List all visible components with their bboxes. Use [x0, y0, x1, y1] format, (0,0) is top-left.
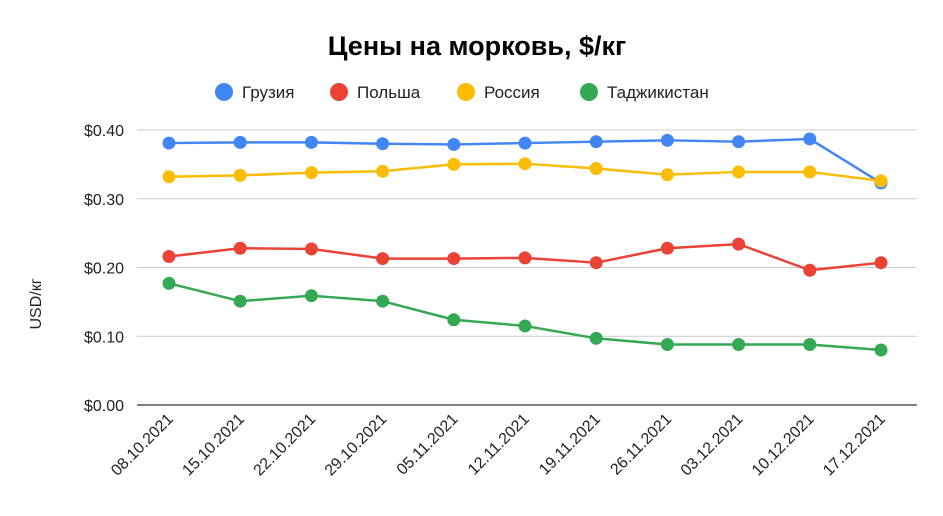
legend-label: Польша	[357, 83, 421, 102]
data-point	[874, 256, 888, 270]
x-tick-label: 29.10.2021	[322, 411, 391, 480]
data-point	[660, 241, 674, 255]
data-point	[732, 135, 746, 149]
data-point	[874, 343, 888, 357]
data-point	[447, 313, 461, 327]
series-line	[168, 282, 882, 352]
y-axis-title: USD/кг	[28, 278, 45, 329]
y-tick-label: $0.00	[84, 398, 124, 415]
x-tick-label: 19.11.2021	[536, 411, 604, 479]
x-tick-label: 15.10.2021	[179, 411, 248, 480]
data-point	[803, 338, 817, 351]
data-point	[233, 294, 247, 308]
legend-item: Россия	[457, 83, 540, 102]
data-point	[874, 174, 888, 188]
data-point	[162, 170, 176, 184]
data-point	[518, 319, 532, 333]
legend: Грузия Польша Россия Таджикистан	[215, 83, 709, 102]
data-point	[732, 165, 746, 179]
y-tick-label: $0.40	[84, 123, 124, 140]
legend-item: Таджикистан	[580, 83, 709, 102]
series-2	[162, 237, 888, 277]
y-tick-label: $0.10	[84, 329, 124, 346]
data-point	[304, 135, 318, 149]
x-tick-label: 17.12.2021	[820, 411, 889, 480]
x-tick-label: 08.10.2021	[108, 411, 177, 480]
data-point	[660, 168, 674, 182]
x-tick-label: 12.11.2021	[465, 411, 533, 479]
x-tick-label: 05.11.2021	[394, 411, 462, 479]
legend-label: Россия	[484, 83, 540, 102]
y-tick-label: $0.30	[84, 192, 124, 209]
chart-title: Цены на морковь, $/кг	[328, 31, 627, 61]
x-tick-label: 22.10.2021	[251, 411, 320, 480]
data-point	[233, 135, 247, 149]
data-point	[589, 256, 603, 270]
x-tick-label: 10.12.2021	[749, 411, 818, 480]
data-point	[304, 166, 318, 180]
legend-item: Грузия	[215, 83, 295, 102]
data-point	[162, 250, 176, 263]
data-point	[162, 136, 176, 150]
data-point	[162, 276, 176, 290]
data-point	[304, 242, 318, 256]
data-point	[376, 294, 390, 308]
data-point	[447, 137, 461, 151]
data-point	[803, 132, 817, 146]
data-point	[233, 168, 247, 182]
data-point	[518, 136, 532, 150]
data-point	[447, 157, 461, 171]
data-point	[732, 338, 746, 351]
x-tick-label: 03.12.2021	[678, 411, 747, 480]
legend-label: Грузия	[242, 83, 295, 102]
data-point	[589, 135, 603, 149]
legend-marker	[215, 83, 233, 101]
series-4	[162, 276, 888, 357]
legend-marker	[457, 83, 475, 101]
data-point	[589, 331, 603, 345]
data-point	[518, 157, 532, 171]
data-point	[376, 252, 390, 266]
data-point	[803, 165, 817, 179]
x-tick-label: 26.11.2021	[607, 411, 675, 479]
legend-marker	[330, 83, 348, 101]
legend-marker	[580, 83, 598, 101]
data-point	[304, 289, 318, 303]
data-point	[233, 241, 247, 255]
legend-label: Таджикистан	[607, 83, 709, 102]
data-point	[660, 338, 674, 351]
data-point	[518, 251, 532, 265]
y-axis-ticks: $0.00 $0.10 $0.20 $0.30 $0.40	[84, 123, 124, 415]
data-point	[376, 164, 390, 178]
y-tick-label: $0.20	[84, 261, 124, 278]
gridlines	[137, 129, 917, 406]
series-3	[162, 157, 888, 188]
legend-item: Польша	[330, 83, 421, 102]
data-point	[732, 237, 746, 251]
data-point	[447, 252, 461, 266]
data-point	[660, 133, 674, 147]
data-point	[803, 263, 817, 277]
x-axis-ticks: 08.10.2021 15.10.2021 22.10.2021 29.10.2021…	[108, 411, 889, 480]
data-point	[376, 137, 390, 151]
series-group	[162, 132, 888, 357]
data-point	[589, 162, 603, 175]
